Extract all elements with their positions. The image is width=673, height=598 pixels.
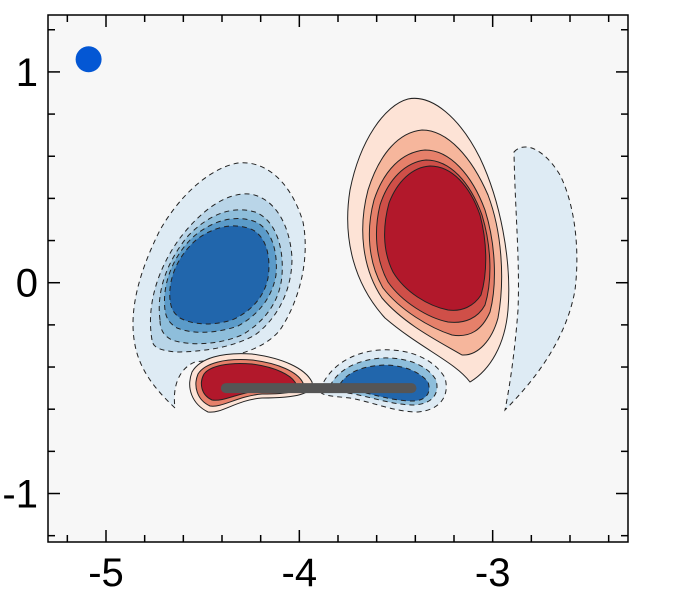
x-tick-label: -4: [282, 551, 318, 595]
x-tick-label: -5: [88, 551, 124, 595]
marker-point: [75, 46, 102, 73]
x-tick-label: -3: [475, 551, 511, 595]
axis-tick-labels: -5 -4 -3 1 0 -1: [2, 51, 510, 595]
y-tick-label: 1: [16, 51, 38, 95]
contour-neg-sliver: [504, 146, 578, 412]
vortex-upper-left: [132, 162, 306, 410]
contour-pos-level-5: [384, 165, 487, 311]
vortex-plate-right: [319, 349, 447, 413]
y-tick-label: -1: [2, 473, 38, 517]
y-tick-label: 0: [16, 262, 38, 306]
contour-neg-level-5: [169, 225, 270, 325]
contour-field: [75, 46, 578, 413]
vortex-right: [347, 97, 510, 383]
vortex-plate-left: [189, 353, 313, 413]
axis-ticks: [48, 15, 628, 542]
